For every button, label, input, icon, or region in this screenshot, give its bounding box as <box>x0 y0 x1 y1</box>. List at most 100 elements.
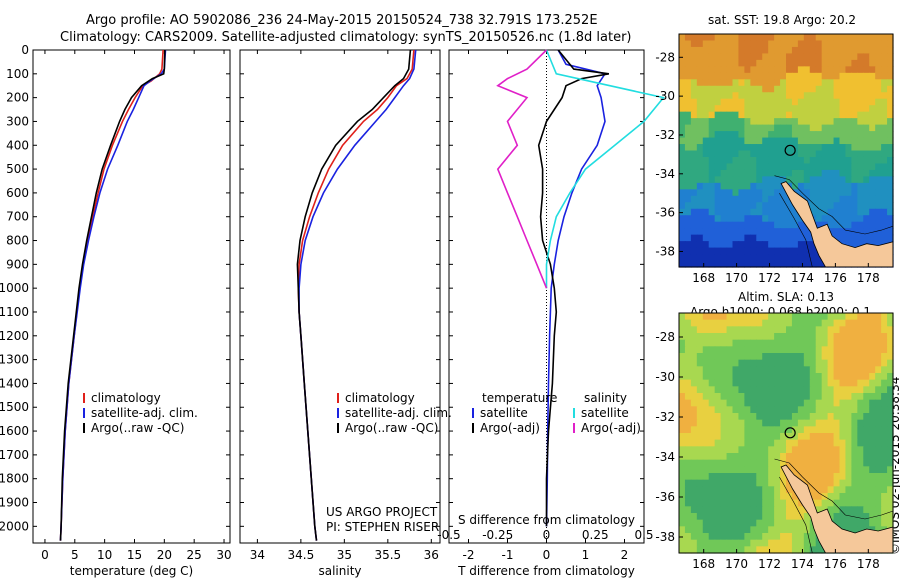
map-cell <box>774 98 781 106</box>
map-cell <box>684 156 692 165</box>
map-cell <box>702 202 710 210</box>
map-cell <box>690 241 698 249</box>
map-cell <box>720 533 728 541</box>
map-cell <box>762 34 769 42</box>
map-cell <box>857 72 864 80</box>
map-cell <box>780 419 787 427</box>
map-cell <box>869 506 876 514</box>
map-cell <box>887 215 894 223</box>
map-cell <box>869 459 876 467</box>
map-cell <box>845 105 852 113</box>
map-cell <box>756 208 763 216</box>
map-cell <box>786 426 793 434</box>
map-cell <box>809 79 817 87</box>
map-cell <box>750 247 757 255</box>
map-cell <box>679 221 686 229</box>
map-cell <box>875 373 882 381</box>
map-cell <box>791 419 799 427</box>
map-cell <box>821 137 829 145</box>
map-cell <box>750 366 757 374</box>
map-cell <box>762 202 769 210</box>
map-cell <box>708 176 716 184</box>
map-cell <box>869 399 876 407</box>
map-cell <box>851 479 858 487</box>
map-cell <box>815 379 823 387</box>
map-cell <box>827 144 835 152</box>
map-cell <box>797 40 805 48</box>
map-cell <box>791 346 799 354</box>
map-cell <box>702 228 710 236</box>
map-cell <box>708 319 716 327</box>
map-cell <box>786 150 793 158</box>
map-cell <box>684 426 692 434</box>
map-cell <box>732 53 740 61</box>
map-cell <box>732 473 740 481</box>
map-cell <box>714 169 722 177</box>
map-cell <box>815 333 823 341</box>
map-cell <box>887 169 894 177</box>
map-cell <box>762 499 769 507</box>
map-cell <box>875 79 882 87</box>
map-cell <box>768 479 775 487</box>
map-cell <box>863 326 870 334</box>
map-cell <box>774 234 781 242</box>
map-cell <box>869 59 876 67</box>
map-cell <box>780 353 787 361</box>
map-cell <box>768 260 775 268</box>
map-cell <box>690 433 698 441</box>
map-cell <box>732 313 740 321</box>
map-cell <box>720 208 728 216</box>
map-cell <box>797 137 805 145</box>
map-cell <box>839 221 847 229</box>
map-cell <box>708 453 716 461</box>
map-cell <box>762 319 769 327</box>
map-cell <box>708 208 716 216</box>
map-cell <box>845 46 852 55</box>
map-cell <box>875 353 882 361</box>
map-cell <box>744 241 751 249</box>
map-cell <box>821 150 829 158</box>
map-cell <box>833 326 841 334</box>
x-tick-label: 1 <box>582 548 590 562</box>
map-cell <box>809 526 817 534</box>
map-cell <box>744 399 751 407</box>
map-cell <box>684 326 692 334</box>
map-cell <box>786 241 793 249</box>
map-cell <box>857 34 864 42</box>
map-cell <box>684 319 692 327</box>
map-cell <box>857 111 864 119</box>
map-cell <box>774 513 781 521</box>
map-cell <box>756 533 763 541</box>
map-cell <box>756 254 763 262</box>
map-cell <box>797 386 805 394</box>
map-cell <box>780 189 787 197</box>
map-cell <box>762 426 769 434</box>
map-cell <box>803 85 811 93</box>
map-cell <box>702 326 710 334</box>
map-cell <box>762 359 769 367</box>
map-cell <box>684 208 692 216</box>
map-cell <box>839 72 847 80</box>
map-cell <box>762 519 769 527</box>
map-cell <box>863 359 870 367</box>
map-cell <box>762 195 769 203</box>
map-cell <box>786 260 793 268</box>
x-axis-label: salinity <box>318 564 361 578</box>
map-cell <box>815 386 823 394</box>
map-cell <box>774 373 781 381</box>
map-cell <box>720 254 728 262</box>
map-cell <box>875 98 882 106</box>
map-cell <box>774 346 781 354</box>
map-cell <box>702 66 710 74</box>
map-cell <box>839 419 847 427</box>
map-cell <box>786 202 793 210</box>
map-cell <box>833 346 841 354</box>
map-cell <box>863 433 870 441</box>
map-cell <box>732 346 740 354</box>
map-cell <box>744 486 751 494</box>
map-cell <box>780 346 787 354</box>
map-cell <box>857 353 864 361</box>
map-cell <box>768 533 775 541</box>
map-cell <box>875 499 882 507</box>
map-cell <box>768 519 775 527</box>
